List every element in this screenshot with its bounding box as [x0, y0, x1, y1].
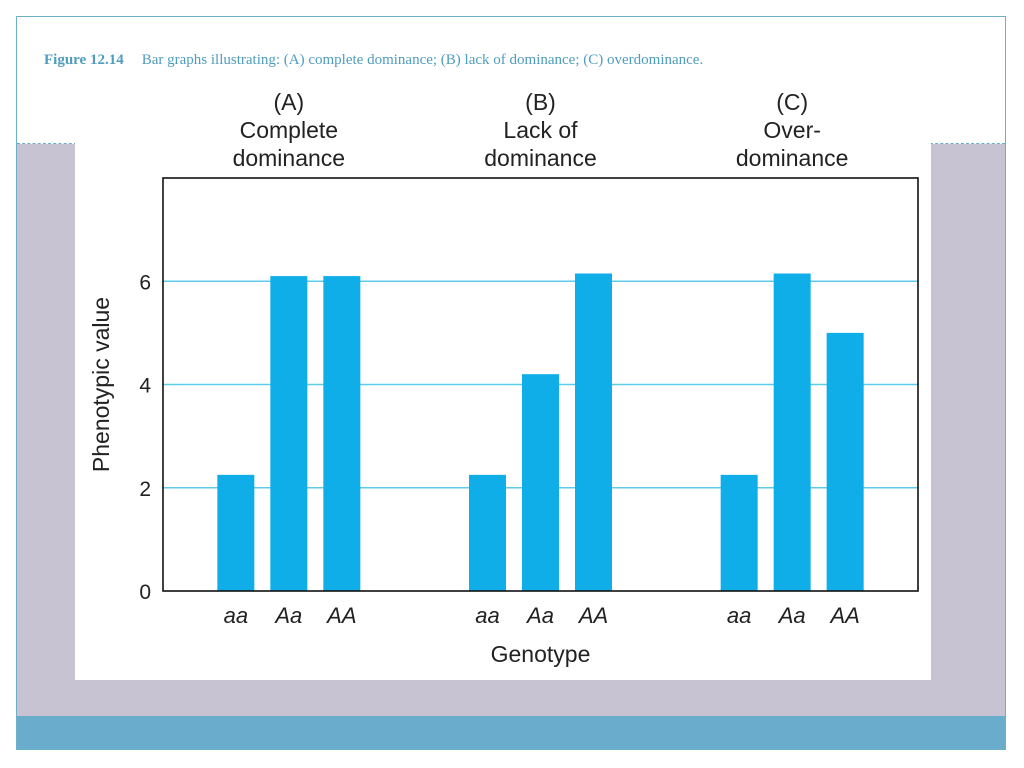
- group-header: (B): [525, 89, 556, 115]
- category-label: aa: [475, 603, 499, 628]
- group-header: Lack of: [503, 117, 578, 143]
- footer-bar: [17, 716, 1005, 750]
- group-header: dominance: [736, 145, 849, 171]
- group-header: dominance: [484, 145, 597, 171]
- category-label: AA: [828, 603, 859, 628]
- y-axis-title: Phenotypic value: [88, 297, 114, 472]
- category-label: Aa: [525, 603, 554, 628]
- x-axis-title: Genotype: [491, 641, 591, 667]
- bar: [720, 474, 758, 591]
- group-header: (C): [776, 89, 808, 115]
- plot-frame: [162, 177, 919, 592]
- bar: [323, 276, 361, 591]
- category-label: aa: [727, 603, 751, 628]
- group-header: Complete: [240, 117, 338, 143]
- group-header: (A): [273, 89, 304, 115]
- bar: [217, 474, 255, 591]
- bar: [270, 276, 308, 591]
- category-label: Aa: [777, 603, 806, 628]
- divider-right: [930, 143, 1005, 144]
- bar: [826, 332, 864, 591]
- category-label: aa: [224, 603, 248, 628]
- y-tick-label: 0: [139, 581, 151, 604]
- y-tick-label: 6: [139, 271, 151, 294]
- caption-text: Bar graphs illustrating: (A) complete do…: [141, 52, 704, 68]
- bar: [773, 273, 811, 591]
- figure-panel: aa Aa AA (A) Complete dominance aa Aa AA (B) Lack …: [75, 88, 931, 680]
- bar: [469, 474, 506, 591]
- group-header: Over-: [763, 117, 821, 143]
- divider-left: [17, 143, 77, 144]
- figure-caption: Figure 12.14 Bar graphs illustrating: (A)…: [44, 52, 703, 69]
- y-tick-label: 2: [139, 478, 151, 501]
- figure-number: Figure 12.14: [44, 52, 124, 68]
- category-label: Aa: [273, 603, 302, 628]
- y-tick-label: 4: [139, 375, 151, 398]
- bar: [522, 374, 559, 591]
- group-header: dominance: [233, 145, 346, 171]
- category-label: AA: [577, 603, 608, 628]
- category-label: AA: [325, 603, 356, 628]
- bar: [575, 273, 612, 591]
